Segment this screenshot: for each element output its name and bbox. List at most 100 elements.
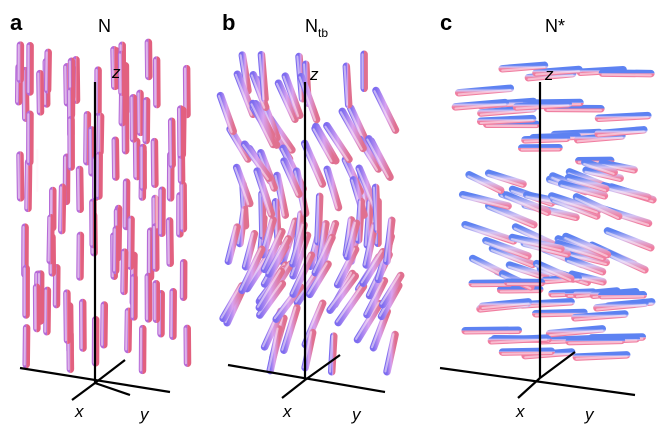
twist-bend-rod — [363, 277, 389, 319]
twist-bend-rod-highlight — [281, 306, 297, 351]
cholesteric-rod — [581, 158, 618, 177]
panel-c-axes: z x y — [439, 65, 636, 424]
nematic-rod-highlight — [37, 72, 40, 113]
cholesteric-rod-highlight — [597, 116, 649, 121]
twist-bend-rod-highlight — [227, 128, 248, 161]
twist-bend-rod-highlight — [312, 128, 333, 163]
x-axis-line-front — [94, 381, 131, 397]
twist-bend-rod-highlight — [275, 82, 295, 121]
twist-bend-rod-highlight — [239, 247, 262, 291]
nematic-rod-highlight — [84, 113, 87, 163]
twist-bend-rod — [342, 62, 353, 109]
twist-bend-rod-highlight — [267, 327, 279, 372]
nematic-rod — [111, 225, 121, 275]
y-axis-line — [539, 351, 576, 379]
twist-bend-rod — [378, 271, 405, 309]
cholesteric-rod — [461, 220, 518, 245]
nematic-rod — [36, 69, 45, 116]
cholesteric-rod — [487, 334, 551, 345]
cholesteric-rod-highlight — [454, 103, 507, 110]
twist-bend-rod — [274, 79, 299, 123]
cholesteric-rod — [593, 299, 649, 312]
twist-bend-rod-highlight — [261, 229, 282, 270]
nematic-rod — [63, 289, 72, 344]
twist-bend-rod — [333, 245, 360, 289]
cholesteric-rod — [488, 244, 537, 269]
y-axis-line-front — [517, 377, 541, 399]
cholesteric-rod — [605, 249, 649, 274]
cholesteric-rod-highlight — [461, 195, 509, 209]
nematic-rod-highlight — [101, 303, 104, 346]
twist-bend-rod — [253, 167, 276, 218]
twist-bend-rod — [240, 140, 273, 182]
twist-bend-rod-highlight — [250, 103, 273, 147]
nematic-rod-highlight — [59, 186, 62, 232]
cholesteric-rod-highlight — [605, 231, 652, 251]
nematic-rod — [110, 45, 119, 91]
twist-bend-rod — [343, 219, 361, 261]
twist-bend-rod — [363, 198, 374, 249]
twist-bend-rod-highlight — [217, 95, 233, 133]
y-axis-line — [94, 359, 126, 384]
twist-bend-rod-highlight — [380, 273, 401, 305]
twist-bend-rod — [216, 91, 237, 136]
nematic-rod-highlight — [76, 168, 80, 211]
nematic-rod — [72, 56, 81, 104]
cholesteric-rod — [597, 291, 648, 300]
cholesteric-rod-highlight — [463, 225, 515, 244]
twist-bend-rod — [297, 72, 321, 124]
cholesteric-rod-highlight — [522, 243, 568, 257]
twist-bend-rod — [289, 221, 308, 268]
twist-bend-rod-highlight — [250, 74, 266, 109]
cholesteric-rod — [461, 326, 523, 335]
cholesteric-rod — [476, 114, 537, 126]
cholesteric-rod — [573, 132, 626, 144]
twist-bend-rod — [232, 163, 254, 208]
cholesteric-rod — [564, 173, 610, 193]
twist-bend-rod-highlight — [266, 237, 288, 275]
nematic-rod — [83, 110, 92, 166]
cholesteric-rod-highlight — [602, 186, 649, 200]
cholesteric-rod-highlight — [501, 65, 546, 72]
nematic-rod-highlight — [112, 139, 116, 179]
twist-bend-rod — [371, 183, 382, 234]
nematic-rod — [111, 136, 120, 181]
panel-a-z-label: z — [111, 63, 121, 82]
cholesteric-rod — [484, 169, 527, 188]
cholesteric-rod-highlight — [568, 341, 623, 345]
twist-bend-rod — [311, 124, 337, 165]
cholesteric-rod — [557, 180, 609, 200]
panel-b-letter: b — [222, 10, 235, 35]
nematic-rod — [24, 158, 33, 213]
twist-bend-rod — [258, 190, 267, 240]
nematic-rod — [75, 165, 84, 214]
panel-c-letter: c — [440, 10, 452, 35]
twist-bend-rod-highlight — [384, 333, 395, 373]
twist-bend-rod-highlight — [372, 186, 377, 231]
panel-c-rods — [451, 61, 657, 361]
cholesteric-rod-highlight — [597, 130, 645, 137]
nematic-rod-highlight — [97, 115, 101, 154]
cholesteric-rod-highlight — [560, 184, 606, 199]
twist-bend-rod — [260, 227, 286, 274]
twist-bend-rod — [300, 139, 327, 188]
twist-bend-rod-highlight — [220, 284, 242, 319]
twist-bend-rod-highlight — [360, 249, 383, 284]
cholesteric-rod-highlight — [487, 173, 524, 187]
nematic-rod — [150, 137, 159, 189]
nematic-rod — [43, 48, 52, 94]
panel-a-title: N — [98, 16, 111, 36]
twist-bend-rod-highlight — [339, 111, 363, 151]
twist-bend-rod-highlight — [324, 125, 349, 162]
cholesteric-rod — [512, 99, 572, 111]
cholesteric-rod — [478, 298, 533, 311]
twist-bend-rod-highlight — [290, 253, 311, 295]
panel-a-rods — [14, 38, 192, 375]
twist-bend-rod-highlight — [234, 166, 250, 206]
cholesteric-rod — [531, 308, 588, 318]
cholesteric-rod-highlight — [464, 330, 520, 334]
panel-b-y-label: y — [351, 405, 362, 424]
cholesteric-rod-highlight — [573, 314, 626, 321]
cholesteric-rod — [571, 310, 629, 322]
twist-bend-rod-highlight — [242, 232, 254, 268]
